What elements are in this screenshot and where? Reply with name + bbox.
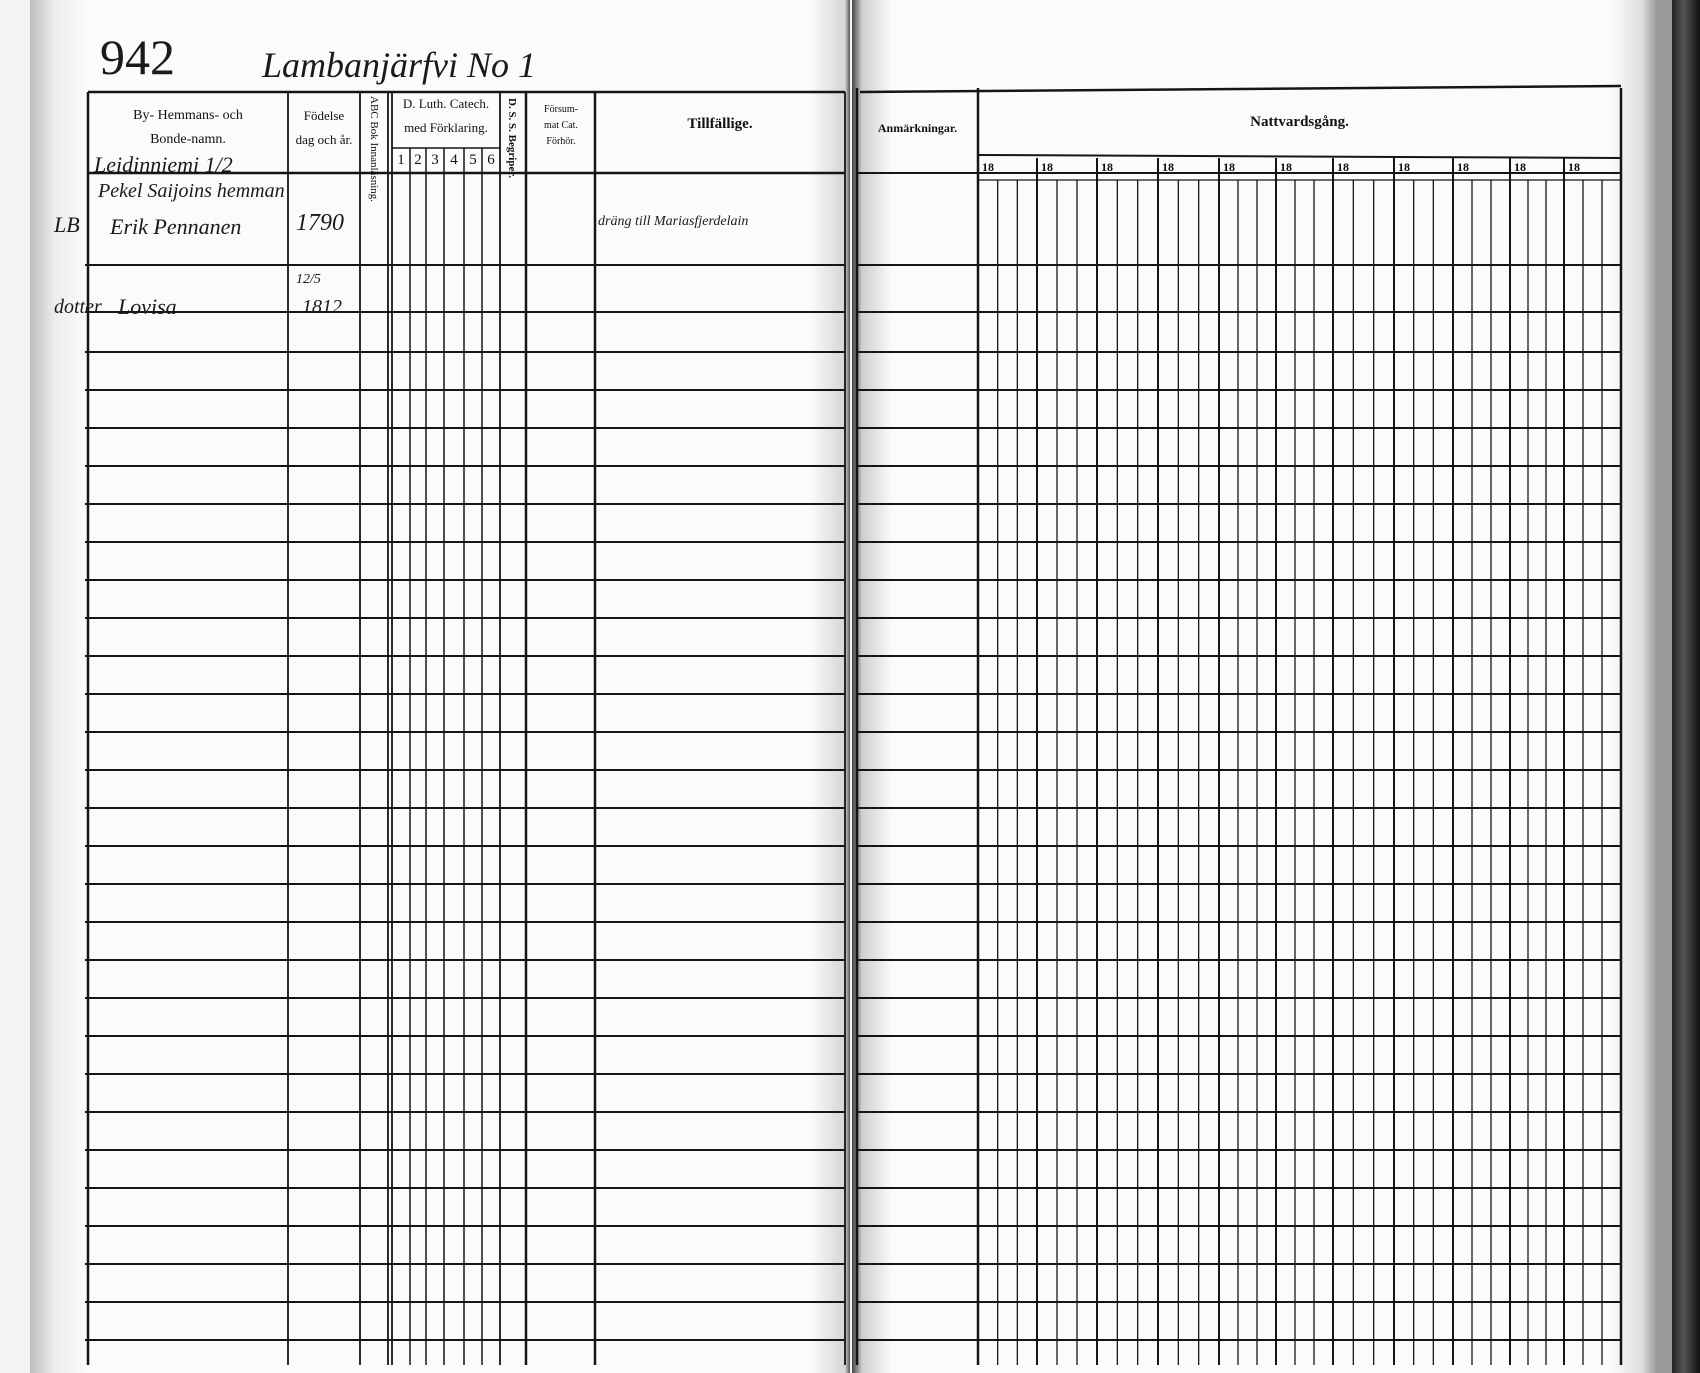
header-catech: D. Luth. Catech. med Förklaring. xyxy=(390,92,502,140)
year-label: 18 xyxy=(1398,160,1410,174)
year-label: 18 xyxy=(1457,160,1469,174)
entry-daughter-birth-day: 12/5 xyxy=(296,272,321,287)
nattvard-sub-rule xyxy=(977,154,1622,159)
year-label: 18 xyxy=(982,160,994,174)
header-name: By- Hemmans- och Bonde-namn. xyxy=(90,104,286,152)
entry-daughter-name: Lovisa xyxy=(118,294,177,319)
header-birth-line1: Födelse xyxy=(303,108,345,123)
year-label: 18 xyxy=(1041,160,1053,174)
header-catech-line2: med Förklaring. xyxy=(404,120,488,135)
entry-daughter-label: dotter xyxy=(54,296,102,318)
year-label: 18 xyxy=(1337,160,1349,174)
catech-subcol-label: 4 xyxy=(450,152,458,168)
year-label: 18 xyxy=(1280,160,1292,174)
entry-farm: Pekel Saijoins hemman xyxy=(98,180,285,202)
catech-subcol-label: 3 xyxy=(431,152,439,168)
left-page xyxy=(30,0,850,1373)
header-name-line2: Bonde-namn. xyxy=(150,132,226,147)
header-abc: ABC Bok Innanläsning. xyxy=(368,96,380,203)
year-label: 18 xyxy=(1223,160,1235,174)
header-catech-line1: D. Luth. Catech. xyxy=(402,96,490,111)
header-nattvard: Nattvardsgång. xyxy=(1250,114,1349,130)
year-label: 18 xyxy=(1101,160,1113,174)
right-page xyxy=(852,0,1672,1373)
header-birth: Födelse dag och år. xyxy=(288,104,360,152)
book-edge xyxy=(1672,0,1700,1373)
catech-subcol-label: 6 xyxy=(487,152,495,168)
year-label: 18 xyxy=(1514,160,1526,174)
catech-subcol-label: 1 xyxy=(397,152,405,168)
entry-village: Leidinniemi 1/2 xyxy=(94,152,233,177)
header-birth-line2: dag och år. xyxy=(295,132,353,147)
header-forsummat: Försum- mat Cat. Förhör. xyxy=(526,102,596,150)
header-forsummat-line1: Försum- xyxy=(544,104,578,115)
entry-daughter-birth-year: 1812 xyxy=(302,296,342,318)
header-name-line1: By- Hemmans- och xyxy=(133,108,243,123)
header-forsummat-line2: mat Cat. xyxy=(544,120,578,131)
year-label: 18 xyxy=(1568,160,1580,174)
entry-husband-name: Erik Pennanen xyxy=(110,214,242,239)
header-anmarkningar: Anmärkningar. xyxy=(877,121,958,135)
header-top-rule-right xyxy=(859,84,1622,94)
year-label: 18 xyxy=(1162,160,1174,174)
header-tillfallige: Tillfällige. xyxy=(687,116,753,132)
entry-husband-birth: 1790 xyxy=(296,210,344,236)
page-number: 942 xyxy=(100,29,175,85)
catech-subcol-label: 2 xyxy=(414,152,422,168)
entry-husband-mark: LB xyxy=(54,212,80,237)
entry-husband-note: dräng till Mariasfjerdelain xyxy=(598,214,749,229)
catech-subcol-label: 5 xyxy=(469,152,477,168)
header-dss: D. S. S. Begriper. xyxy=(506,98,518,178)
village-title: Lambanjärfvi No 1 xyxy=(262,45,537,85)
header-forsummat-line3: Förhör. xyxy=(546,136,576,147)
